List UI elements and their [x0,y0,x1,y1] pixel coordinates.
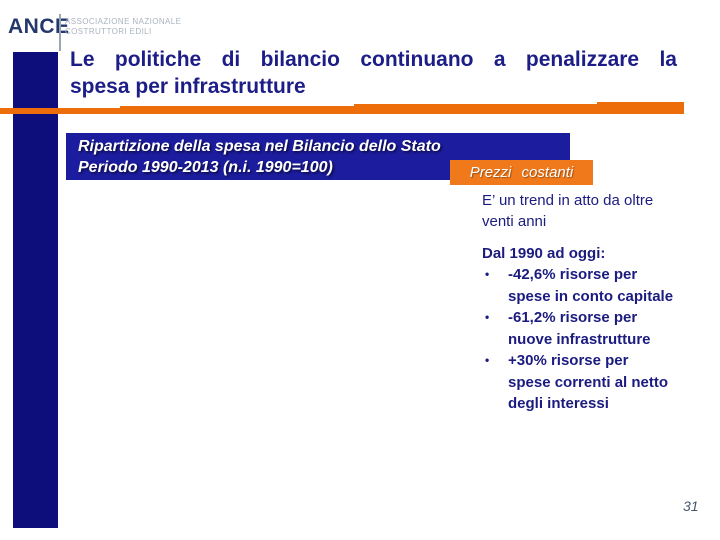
list-item: • -42,6% risorse per spese in conto capi… [482,264,694,307]
banner-line2: Periodo 1990-2013 (n.i. 1990=100) [78,159,333,176]
list-item-text: +30% risorse per spese correnti al netto… [508,352,669,412]
slide-title-line1: Le politiche di bilancio continuano a pe… [70,48,677,71]
list-item-text: -42,6% risorse per spese in conto capita… [508,266,674,305]
bullet-list: • -42,6% risorse per spese in conto capi… [482,264,694,415]
ance-logo: ANCE [8,15,70,38]
logo-subtitle: ASSOCIAZIONE NAZIONALE COSTRUTTORI EDILI [65,17,182,36]
logo-separator-line [59,14,61,51]
list-item: • +30% risorse per spese correnti al net… [482,350,694,415]
intro-text: E’ un trend in atto da oltre venti anni [482,192,654,230]
bullet-icon: • [485,310,490,324]
content-column: E’ un trend in atto da oltre venti anni … [482,190,694,415]
list-item-text: -61,2% risorse per nuove infrastrutture [508,309,651,348]
slide-title-line2: spesa per infrastrutture [70,75,306,98]
page-number: 31 [683,498,699,514]
list-heading: Dal 1990 ad oggi: [482,245,606,262]
banner-line1: Ripartizione della spesa nel Bilancio de… [78,138,441,155]
bullet-icon: • [485,353,490,367]
orange-rule-segment [354,104,684,114]
prezzi-costanti-tag: Prezzi costanti [450,160,593,185]
orange-rule-segment [597,102,684,114]
list-item: • -61,2% risorse per nuove infrastruttur… [482,307,694,350]
left-accent-bar [13,52,58,528]
slide-title: Le politiche di bilancio continuano a pe… [70,46,677,100]
bullet-icon: • [485,267,490,281]
